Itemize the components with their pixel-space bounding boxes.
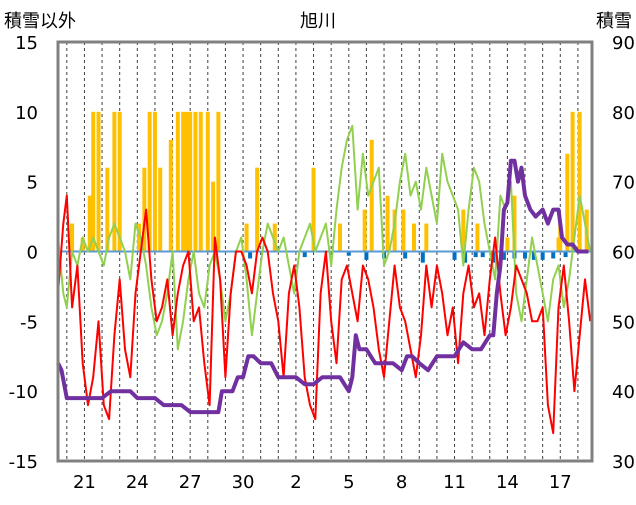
snow_reduction-bar [346,251,351,256]
snowfall-bar [87,195,92,252]
snow_reduction-bar [523,251,528,259]
chart-title: 旭川 [300,11,336,32]
snowfall-bar [175,111,180,252]
snowfall-bar [424,223,429,252]
y-left-tick-label: 5 [27,173,38,194]
y-right-tick-label: 40 [612,382,635,403]
x-tick-label: 11 [443,472,466,493]
snowfall-bar [311,167,316,252]
snowfall-bar [142,167,147,252]
y-right-tick-label: 60 [612,243,635,264]
x-tick-label: 27 [179,472,202,493]
snowfall-bar [570,111,575,252]
snowfall-bar [505,237,510,252]
y-right-tick-label: 90 [612,33,635,54]
snowfall-bar [577,111,582,252]
x-tick-label: 17 [549,472,572,493]
snow_depth-line [56,158,589,415]
snow_reduction-bar [302,251,307,258]
line-series [56,124,592,435]
snowfall-bar [168,139,173,252]
temperature-line [57,194,592,435]
humidity-line [57,124,592,351]
snow_reduction-bar [248,251,253,259]
y-left-tick-label: 0 [27,243,38,264]
snowfall-bar [211,181,216,252]
snowfall-bar [147,111,152,252]
y-left-tick-label: 15 [15,33,38,54]
snowfall-bar [244,223,249,252]
snowfall-bar [272,223,277,252]
plot-frame [56,40,594,463]
snowfall-bar [255,167,260,252]
y-right-tick-label: 50 [612,312,635,333]
snowfall-bar [117,111,122,252]
x-tick-label: 21 [73,472,96,493]
bar-series [58,111,592,263]
snow_reduction-bar [563,251,568,258]
snowfall-bar [188,111,193,252]
snowfall-bar [112,111,117,252]
x-tick-label: 14 [496,472,519,493]
snowfall-bar [369,139,374,252]
snowfall-bar [137,223,142,252]
snowfall-bar [205,111,210,252]
y-axis-left-label: 積雪以外 [4,11,76,32]
snowfall-bar [362,209,367,252]
x-tick-label: 30 [232,472,255,493]
snow_reduction-bar [480,251,485,258]
snowfall-bar [512,195,517,252]
x-tick-label: 5 [343,472,354,493]
snow_reduction-bar [364,251,369,260]
snowfall-bar [392,209,397,252]
y-axis-right-label: 積雪 [596,11,632,32]
x-tick-label: 8 [396,472,407,493]
x-tick-label: 2 [290,472,301,493]
snow_reduction-bar [452,251,457,260]
y-right-tick-label: 70 [612,173,635,194]
snowfall-bar [184,111,189,252]
snow_reduction-bar [551,251,556,259]
snow_reduction-bar [540,251,545,260]
snowfall-bar [216,111,221,252]
snowfall-bar [96,111,101,252]
snowfall-bar [91,111,96,252]
snowfall-bar [198,111,203,252]
snowfall-bar [105,167,110,252]
snow_reduction-bar [531,251,536,260]
snowfall-bar [337,223,342,252]
y-left-tick-label: -5 [20,312,38,333]
snow_reduction-bar [463,251,468,263]
y-left-tick-label: 10 [15,103,38,124]
y-right-tick-label: 80 [612,103,635,124]
snowfall-bar [181,111,186,252]
snow_reduction-bar [473,251,478,258]
snowfall-bar [158,167,163,252]
snowfall-bar [193,111,198,252]
snowfall-bar [385,195,390,252]
y-right-tick-label: 30 [612,452,635,473]
snowfall-bar [80,237,85,252]
snowfall-bar [475,223,480,252]
snowfall-bar [565,153,570,252]
snowfall-bar [461,209,466,252]
snowfall-bar [412,223,416,252]
snow_reduction-bar [420,251,425,263]
snow_reduction-bar [501,251,506,260]
snowfall-bar [152,111,157,252]
snowfall-bar [70,223,75,252]
snowfall-bar [401,209,406,252]
y-left-tick-label: -10 [9,382,38,403]
x-tick-label: 24 [126,472,149,493]
snow_reduction-bar [403,251,408,259]
y-left-tick-label: -15 [9,452,38,473]
